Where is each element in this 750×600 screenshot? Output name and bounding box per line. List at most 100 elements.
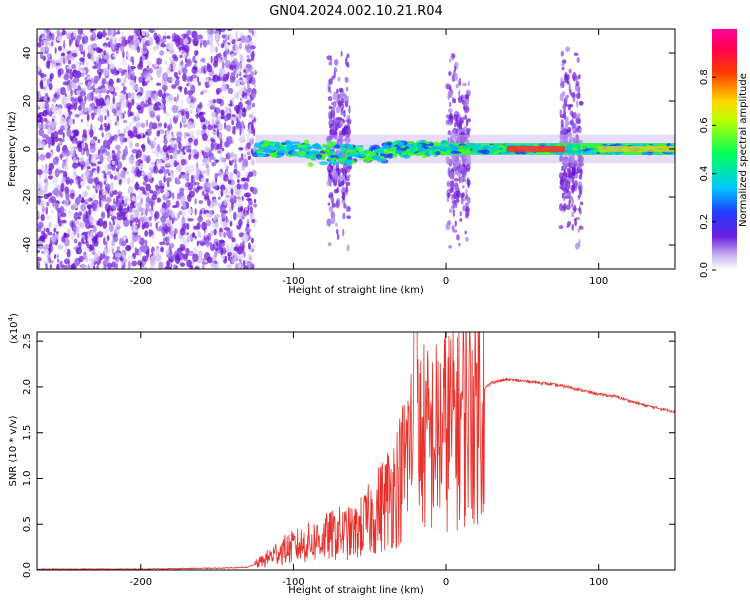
noise-speckle (94, 253, 100, 262)
noise-speckle (112, 95, 116, 105)
noise-speckle (70, 89, 73, 97)
noise-speckle (65, 149, 71, 157)
noise-speckle (114, 158, 119, 166)
noise-speckle (91, 113, 95, 120)
carrier-speckle (330, 154, 335, 158)
noise-speckle (228, 159, 231, 165)
noise-speckle (37, 261, 41, 269)
noise-speckle (229, 64, 234, 71)
spike-speckle (447, 192, 450, 199)
noise-speckle (208, 72, 212, 76)
spike-speckle (460, 163, 464, 172)
spike-speckle (464, 212, 469, 219)
noise-speckle (103, 50, 107, 56)
noise-speckle (248, 171, 254, 178)
noise-speckle (78, 255, 84, 263)
noise-speckle (230, 152, 234, 157)
noise-speckle (195, 187, 199, 193)
carrier-speckle (498, 147, 504, 151)
noise-speckle (56, 145, 61, 153)
noise-speckle (197, 231, 201, 238)
noise-speckle (172, 66, 177, 71)
noise-speckle (65, 192, 70, 200)
noise-speckle (175, 76, 180, 80)
noise-speckle (184, 181, 189, 188)
noise-speckle (245, 192, 252, 198)
noise-speckle (185, 110, 190, 120)
noise-speckle (220, 109, 225, 116)
noise-speckle (185, 145, 192, 149)
snr-x-axis-label: Height of straight line (km) (288, 585, 424, 596)
noise-speckle (204, 77, 210, 83)
noise-speckle (152, 234, 155, 241)
noise-speckle (191, 156, 195, 160)
noise-speckle (69, 146, 75, 151)
noise-speckle (163, 169, 167, 178)
noise-speckle (239, 73, 242, 77)
noise-speckle (112, 189, 118, 195)
noise-speckle (210, 131, 217, 135)
noise-speckle (251, 111, 255, 121)
noise-speckle (109, 221, 112, 226)
noise-speckle (192, 55, 196, 63)
noise-speckle (242, 57, 245, 66)
noise-speckle (162, 35, 167, 40)
carrier-speckle (435, 151, 441, 156)
noise-speckle (141, 224, 145, 230)
noise-speckle (198, 81, 201, 86)
spike-speckle (576, 57, 580, 64)
noise-speckle (243, 95, 248, 100)
spike-speckle (566, 80, 570, 85)
noise-speckle (64, 246, 68, 255)
spike-speckle (330, 165, 334, 173)
noise-speckle (80, 51, 84, 55)
noise-speckle (132, 84, 139, 91)
noise-speckle (229, 76, 236, 84)
noise-speckle (93, 125, 96, 134)
spike-speckle (571, 167, 576, 177)
noise-speckle (57, 45, 62, 52)
noise-speckle (102, 228, 110, 234)
noise-speckle (43, 95, 48, 101)
noise-speckle (54, 201, 59, 210)
snr-multiplier-exponent: 4 (7, 316, 15, 321)
noise-speckle (173, 263, 177, 269)
noise-speckle (125, 92, 129, 101)
noise-speckle (249, 200, 253, 206)
noise-speckle (243, 92, 247, 97)
noise-speckle (51, 209, 54, 215)
noise-speckle (156, 130, 161, 137)
spike-speckle (346, 137, 352, 143)
noise-speckle (47, 62, 50, 70)
carrier-speckle (289, 152, 299, 157)
noise-speckle (186, 236, 191, 243)
noise-speckle (224, 122, 227, 130)
noise-speckle (120, 100, 127, 109)
spike-speckle (342, 179, 345, 186)
noise-speckle (180, 148, 185, 152)
noise-speckle (110, 135, 116, 141)
noise-speckle (83, 35, 89, 44)
noise-speckle (250, 237, 254, 244)
noise-speckle (186, 120, 193, 130)
noise-speckle (96, 231, 104, 238)
noise-speckle (53, 254, 57, 259)
carrier-speckle (277, 154, 284, 157)
noise-speckle (117, 121, 120, 127)
noise-speckle (172, 104, 178, 114)
noise-speckle (140, 216, 144, 223)
noise-speckle (93, 79, 98, 85)
noise-speckle (40, 72, 45, 79)
noise-speckle (149, 222, 153, 227)
spike-speckle (327, 242, 332, 247)
noise-speckle (38, 35, 43, 43)
spike-speckle (344, 95, 350, 102)
spike-speckle (455, 187, 459, 192)
spike-speckle (575, 129, 580, 133)
noise-speckle (166, 130, 172, 137)
carrier-speckle (413, 152, 422, 157)
y-tick-label: 0.5 (22, 516, 33, 532)
noise-speckle (58, 107, 63, 116)
spike-speckle (445, 222, 451, 231)
noise-speckle (204, 195, 210, 200)
